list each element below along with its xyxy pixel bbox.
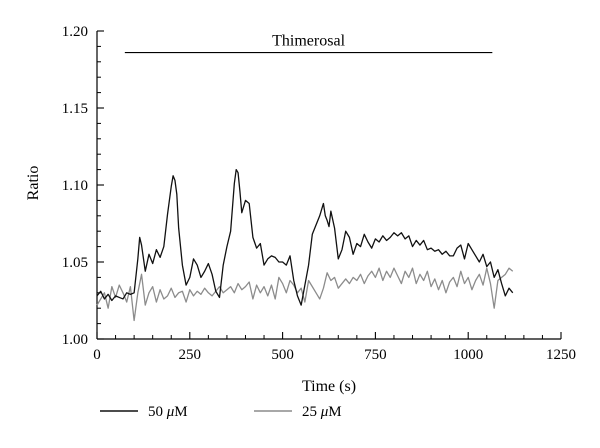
plot-area: 1.001.051.101.151.20 0 250 500 750 1000 1250 …	[62, 24, 576, 363]
x-tick-label: 500	[271, 347, 294, 363]
y-axis-ticks: 1.00 1.05 1.10 1.15 1.20	[62, 24, 104, 348]
y-axis-title: Ratio	[25, 166, 42, 201]
legend: 50 μM 25 μM	[100, 404, 342, 420]
x-axis-ticks: 0 250 500 750 1000 1250	[93, 332, 576, 363]
y-tick-label: 1.00	[62, 332, 88, 348]
thimerosal-annotation: Thimerosal	[124, 33, 493, 54]
x-axis-title: Time (s)	[302, 378, 356, 395]
x-tick-label: 0	[93, 347, 101, 363]
legend-label: 25 μM	[302, 404, 342, 420]
x-tick-label: 750	[364, 347, 387, 363]
y-tick-label: 1.05	[62, 255, 88, 271]
y-tick-label: 1.15	[62, 101, 88, 117]
x-tick-label: 1250	[546, 347, 576, 363]
x-tick-label: 250	[179, 347, 202, 363]
y-tick-label: 1.20	[62, 24, 88, 40]
thimerosal-label: Thimerosal	[272, 33, 345, 50]
x-tick-label: 1000	[453, 347, 483, 363]
y-tick-label: 1.10	[62, 178, 88, 194]
series-layer	[96, 168, 514, 322]
series-line-50uM	[96, 168, 514, 306]
series-line-25uM	[96, 267, 514, 322]
legend-label: 50 μM	[148, 404, 188, 420]
